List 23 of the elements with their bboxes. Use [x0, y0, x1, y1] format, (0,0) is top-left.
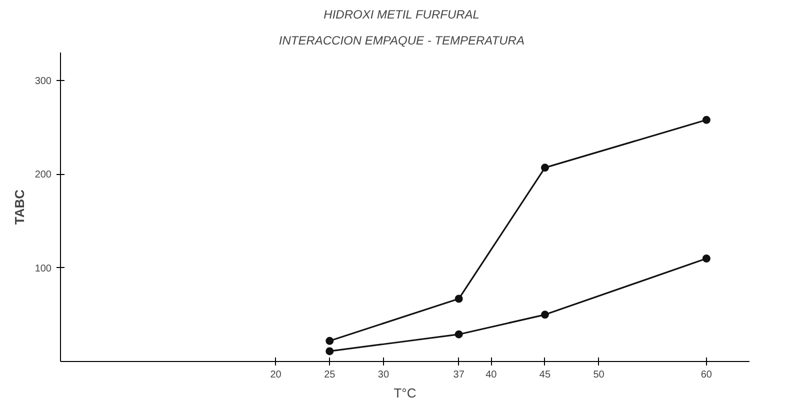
x-tick-label: 37: [453, 370, 465, 380]
x-tick-label: 25: [324, 370, 336, 380]
point: [540, 164, 549, 172]
chart-title: HIDROXI METIL FURFURAL: [324, 8, 480, 22]
x-tick-label: 20: [270, 370, 282, 380]
x-tick-label: 40: [486, 370, 498, 380]
x-axis-title: T°C: [394, 386, 416, 400]
x-tick-label: 30: [378, 370, 390, 380]
point: [326, 347, 334, 356]
point: [702, 254, 710, 262]
x-tick-label: 45: [539, 370, 551, 380]
point: [454, 330, 463, 338]
y-tick-label: 200: [34, 170, 52, 181]
x-tick-label: 50: [593, 370, 605, 380]
y-axis-title: TABC: [12, 188, 27, 225]
point: [326, 336, 334, 345]
chart-subtitle: INTERACCION EMPAQUE - TEMPERATURA: [278, 34, 524, 48]
y-tick-label: 300: [34, 76, 52, 88]
point: [540, 310, 549, 319]
point: [702, 116, 710, 124]
point: [454, 294, 463, 303]
y-tick-label: 100: [34, 263, 52, 274]
x-tick-label: 60: [700, 370, 712, 380]
